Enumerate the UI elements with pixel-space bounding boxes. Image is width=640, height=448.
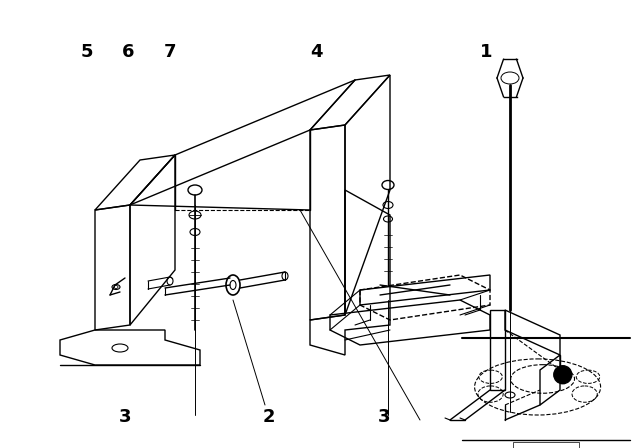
Circle shape	[554, 366, 572, 384]
Text: 2: 2	[262, 408, 275, 426]
Text: 6: 6	[122, 43, 134, 60]
Text: 5: 5	[80, 43, 93, 60]
Text: 3: 3	[118, 408, 131, 426]
Text: 3: 3	[378, 408, 390, 426]
Text: 1: 1	[480, 43, 493, 60]
Text: 4: 4	[310, 43, 323, 60]
Text: 7: 7	[163, 43, 176, 60]
